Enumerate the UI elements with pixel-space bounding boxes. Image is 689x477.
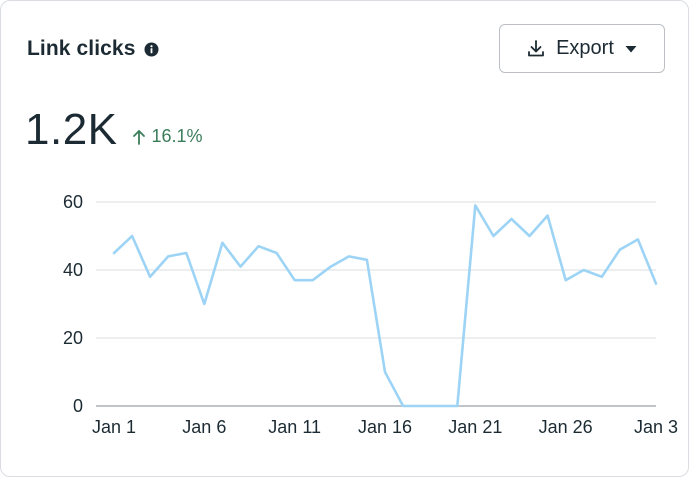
data-point[interactable] [236, 263, 244, 271]
x-tick-label: Jan 3 [634, 417, 678, 437]
data-point[interactable] [544, 212, 552, 220]
metric-summary: 1.2K 16.1% [25, 105, 203, 155]
data-point[interactable] [616, 246, 624, 254]
download-icon [526, 39, 546, 59]
data-point[interactable] [507, 215, 515, 223]
y-tick-label: 20 [63, 328, 83, 348]
data-point[interactable] [327, 263, 335, 271]
data-point[interactable] [146, 273, 154, 281]
x-tick-label: Jan 16 [358, 417, 412, 437]
card-title: Link clicks [27, 37, 136, 60]
data-point[interactable] [381, 368, 389, 376]
data-point[interactable] [453, 402, 461, 410]
data-point[interactable] [580, 266, 588, 274]
data-point[interactable] [634, 235, 642, 243]
data-point[interactable] [562, 276, 570, 284]
x-tick-label: Jan 1 [92, 417, 136, 437]
data-point[interactable] [598, 273, 606, 281]
data-point[interactable] [345, 252, 353, 260]
x-tick-label: Jan 26 [539, 417, 593, 437]
info-icon[interactable] [144, 42, 159, 57]
metric-value: 1.2K [25, 105, 118, 154]
series-line-0 [112, 204, 658, 408]
data-point[interactable] [363, 256, 371, 264]
x-tick-label: Jan 11 [268, 417, 321, 437]
y-tick-label: 60 [63, 192, 83, 212]
data-point[interactable] [471, 201, 479, 209]
y-tick-label: 0 [73, 396, 83, 416]
data-point[interactable] [255, 242, 263, 250]
data-point[interactable] [309, 276, 317, 284]
data-point[interactable] [652, 280, 660, 288]
data-point[interactable] [291, 276, 299, 284]
x-tick-label: Jan 21 [448, 417, 502, 437]
change-indicator: 16.1% [132, 126, 203, 147]
data-point[interactable] [526, 232, 534, 240]
change-percent: 16.1% [151, 125, 203, 146]
data-point[interactable] [273, 249, 281, 257]
data-point[interactable] [218, 239, 226, 247]
card-header: Link clicks [27, 37, 159, 61]
caret-down-icon [624, 44, 638, 54]
data-point[interactable] [435, 402, 443, 410]
export-button[interactable]: Export [499, 24, 665, 73]
data-point[interactable] [182, 249, 190, 257]
x-tick-label: Jan 6 [182, 417, 226, 437]
data-point[interactable] [128, 232, 136, 240]
data-point[interactable] [489, 232, 497, 240]
data-point[interactable] [399, 402, 407, 410]
data-point[interactable] [164, 252, 172, 260]
data-point[interactable] [110, 249, 118, 257]
arrow-up-icon [132, 129, 146, 145]
export-label: Export [556, 37, 614, 59]
data-point[interactable] [200, 300, 208, 308]
y-tick-label: 40 [63, 260, 83, 280]
data-point[interactable] [417, 402, 425, 410]
